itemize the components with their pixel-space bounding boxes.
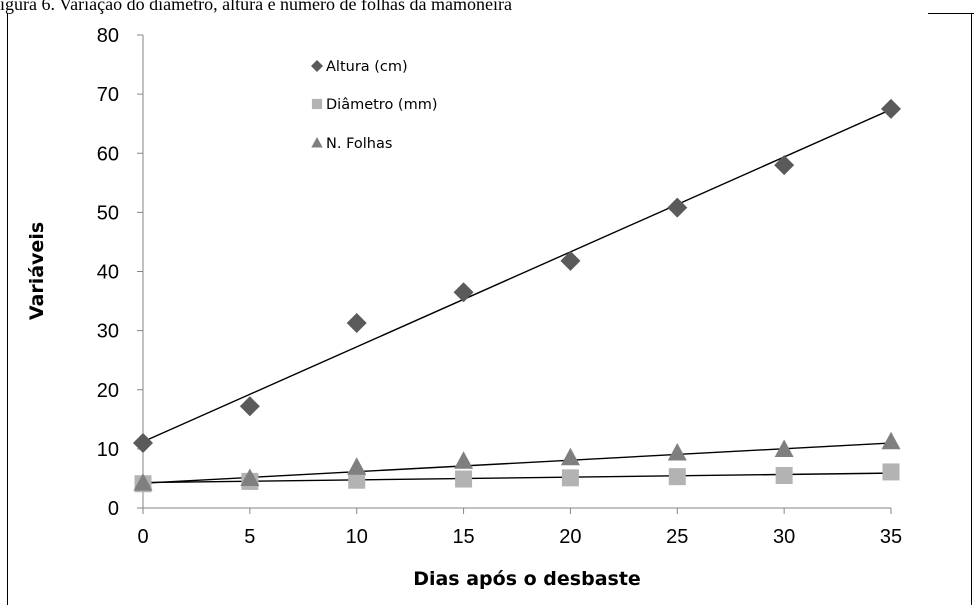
data-point-triangle xyxy=(133,473,153,491)
data-point-triangle xyxy=(560,447,580,466)
x-tick-label: 25 xyxy=(666,526,688,548)
y-tick-label: 80 xyxy=(97,25,119,47)
y-axis-title: Variáveis xyxy=(26,222,48,320)
chart-frame xyxy=(7,13,972,605)
y-tick-label: 30 xyxy=(97,321,119,343)
data-point-diamond xyxy=(133,432,153,453)
data-point-triangle xyxy=(240,468,260,486)
y-tick-label: 70 xyxy=(97,84,119,106)
data-point-diamond xyxy=(346,312,367,333)
x-tick-label: 15 xyxy=(452,526,474,548)
legend-label: Altura (cm) xyxy=(326,59,408,75)
data-point-diamond xyxy=(881,98,901,119)
x-tick-label: 0 xyxy=(137,526,148,548)
trendline-diamond xyxy=(142,108,892,443)
data-point-triangle xyxy=(454,451,474,469)
trendlines xyxy=(142,108,892,484)
y-tick-label: 40 xyxy=(97,262,119,284)
x-tick-label: 20 xyxy=(559,526,581,548)
figure-caption: igura 6. Variação do diâmetro, altura e … xyxy=(0,0,512,14)
trendline-triangle xyxy=(142,442,892,484)
x-tick-label: 30 xyxy=(773,526,795,548)
legend-label: N. Folhas xyxy=(326,136,392,152)
legend-marker-triangle xyxy=(311,137,323,148)
axes: 0 10 20 30 40 50 60 70 80 0 5 10 15 20 25 30 35 xyxy=(97,25,902,548)
x-tick-label: 35 xyxy=(880,526,902,548)
data-point-triangle xyxy=(667,443,687,461)
trendline-square xyxy=(142,472,892,484)
data-point-triangle xyxy=(881,431,901,450)
y-tick-label: 60 xyxy=(97,143,119,165)
legend-marker-square xyxy=(311,98,323,110)
y-tick-label: 50 xyxy=(97,202,119,224)
data-point-diamond xyxy=(560,250,581,271)
y-tick-label: 0 xyxy=(108,498,119,520)
data-point-square xyxy=(348,471,366,489)
legend-label: Diâmetro (mm) xyxy=(326,97,438,113)
x-tick-label: 10 xyxy=(346,526,368,548)
data-point-square xyxy=(561,469,579,487)
legend-marker-diamond xyxy=(311,60,323,72)
caption-rule xyxy=(928,13,974,14)
data-point-square xyxy=(455,470,473,488)
data-points xyxy=(133,98,901,493)
data-point-triangle xyxy=(774,439,794,457)
x-axis-title: Dias após o desbaste xyxy=(413,568,641,590)
y-tick-label: 10 xyxy=(97,439,119,461)
x-tick-label: 5 xyxy=(244,526,255,548)
data-point-diamond xyxy=(453,282,474,303)
data-point-square xyxy=(882,463,900,481)
data-point-diamond xyxy=(239,396,260,417)
y-tick-label: 20 xyxy=(97,380,119,402)
data-point-square xyxy=(775,466,793,484)
legend: Altura (cm) Diâmetro (mm) N. Folhas xyxy=(311,59,438,152)
data-point-diamond xyxy=(667,197,688,218)
data-point-square xyxy=(668,468,686,486)
data-point-diamond xyxy=(774,155,795,176)
data-point-triangle xyxy=(347,457,367,475)
